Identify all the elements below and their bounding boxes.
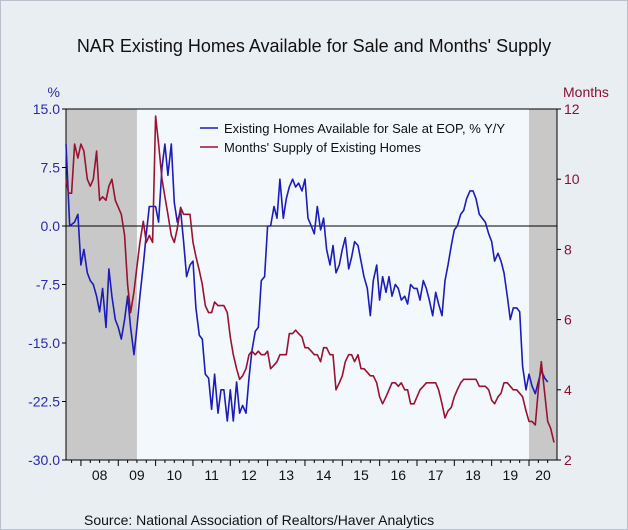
x-tick-label: 09 [129, 467, 145, 483]
chart-title: NAR Existing Homes Available for Sale an… [76, 36, 552, 56]
x-tick-label: 12 [241, 467, 257, 483]
left-tick-label: -7.5 [36, 277, 60, 293]
left-tick-label: -15.0 [28, 335, 60, 351]
left-tick-label: 15.0 [33, 101, 60, 117]
series-lines [65, 115, 555, 443]
x-tick-label: 14 [316, 467, 332, 483]
months-supply-line [65, 115, 555, 443]
legend-label-inventory: Existing Homes Available for Sale at EOP… [224, 121, 505, 136]
right-tick-label: 2 [564, 452, 572, 468]
x-tick-label: 15 [353, 467, 369, 483]
plot-background [66, 109, 557, 460]
x-tick-label: 10 [166, 467, 182, 483]
x-tick-label: 11 [204, 467, 219, 483]
x-tick-label: 13 [279, 467, 295, 483]
x-tick-label: 19 [503, 467, 519, 483]
source-note: Source: National Association of Realtors… [84, 512, 435, 528]
x-tick-label: 08 [92, 467, 108, 483]
legend: Existing Homes Available for Sale at EOP… [200, 121, 505, 155]
right-tick-label: 8 [564, 241, 572, 257]
x-tick-label: 17 [428, 467, 444, 483]
legend-label-months: Months' Supply of Existing Homes [224, 140, 421, 155]
x-tick-label: 16 [391, 467, 407, 483]
right-axis-unit: Months [563, 84, 609, 100]
plot-area [66, 109, 557, 460]
right-tick-label: 4 [564, 382, 572, 398]
inventory-yoy-line [65, 143, 549, 422]
left-tick-label: -22.5 [28, 394, 60, 410]
right-tick-label: 12 [564, 101, 580, 117]
right-tick-label: 6 [564, 312, 572, 328]
x-tick-label: 18 [465, 467, 481, 483]
left-tick-label: 0.0 [41, 218, 61, 234]
left-tick-label: -30.0 [28, 452, 60, 468]
recession-shading [66, 109, 557, 460]
recession-band-1 [528, 109, 557, 460]
recession-band-0 [66, 109, 137, 460]
left-tick-label: 7.5 [41, 160, 61, 176]
left-axis-unit: % [48, 84, 60, 100]
x-tick-label: 20 [535, 467, 551, 483]
right-tick-label: 10 [564, 171, 580, 187]
